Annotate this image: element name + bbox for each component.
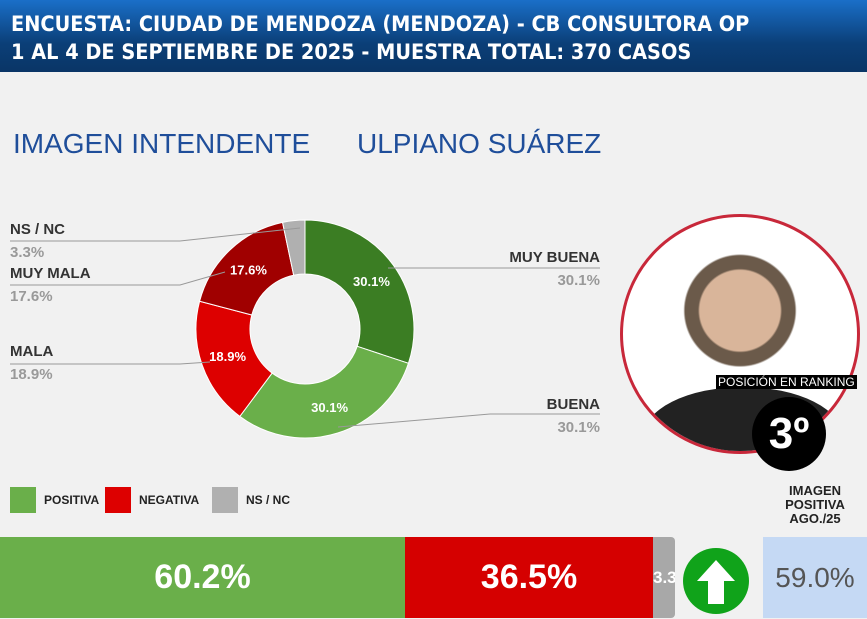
title-right: ULPIANO SUÁREZ xyxy=(357,128,602,159)
label-muy-mala: MUY MALA xyxy=(10,265,91,282)
bar-negative: 36.5% xyxy=(405,537,653,618)
header: ENCUESTA: CIUDAD DE MENDOZA (MENDOZA) - … xyxy=(0,0,867,72)
header-line-2: 1 AL 4 DE SEPTIEMBRE DE 2025 - MUESTRA T… xyxy=(11,40,692,64)
previous-value: 59.0% xyxy=(763,537,867,618)
leader-line xyxy=(10,271,226,286)
value-mala: 18.9% xyxy=(10,366,53,383)
previous-label: IMAGEN POSITIVA AGO./25 xyxy=(785,483,845,526)
label-buena: BUENA xyxy=(546,396,600,413)
slice-buena xyxy=(239,345,410,439)
leader-line xyxy=(10,227,301,242)
bar-positive: 60.2% xyxy=(0,537,405,618)
ranking-badge: 3º xyxy=(752,397,826,471)
bar-nsnc: 3.3% xyxy=(653,537,675,618)
slice-data-label: 17.6% xyxy=(230,263,267,278)
label-muy-buena: MUY BUENA xyxy=(509,249,600,266)
legend-negativa: NEGATIVA xyxy=(105,487,199,513)
value-buena: 30.1% xyxy=(557,419,600,436)
value-muy-buena: 30.1% xyxy=(557,272,600,289)
value-nsnc: 3.3% xyxy=(10,244,45,261)
slice-data-label: 18.9% xyxy=(209,349,246,364)
arrow-up-icon xyxy=(683,548,749,614)
legend-positiva: POSITIVA xyxy=(10,487,99,513)
slice-muy-buena xyxy=(304,219,415,364)
legend-nsnc: NS / NC xyxy=(212,487,290,513)
label-mala: MALA xyxy=(10,343,54,360)
title-left: IMAGEN INTENDENTE xyxy=(13,128,311,159)
portrait xyxy=(620,214,860,454)
leader-line xyxy=(10,361,211,365)
slice-data-label: 30.1% xyxy=(353,274,390,289)
leader-line xyxy=(337,413,600,428)
ranking-label: POSICIÓN EN RANKING xyxy=(716,375,857,389)
slice-data-label: 30.1% xyxy=(311,400,348,415)
label-nsnc: NS / NC xyxy=(10,221,66,238)
value-muy-mala: 17.6% xyxy=(10,288,53,305)
header-line-1: ENCUESTA: CIUDAD DE MENDOZA (MENDOZA) - … xyxy=(11,12,750,36)
slice-ns-nc xyxy=(281,219,306,276)
